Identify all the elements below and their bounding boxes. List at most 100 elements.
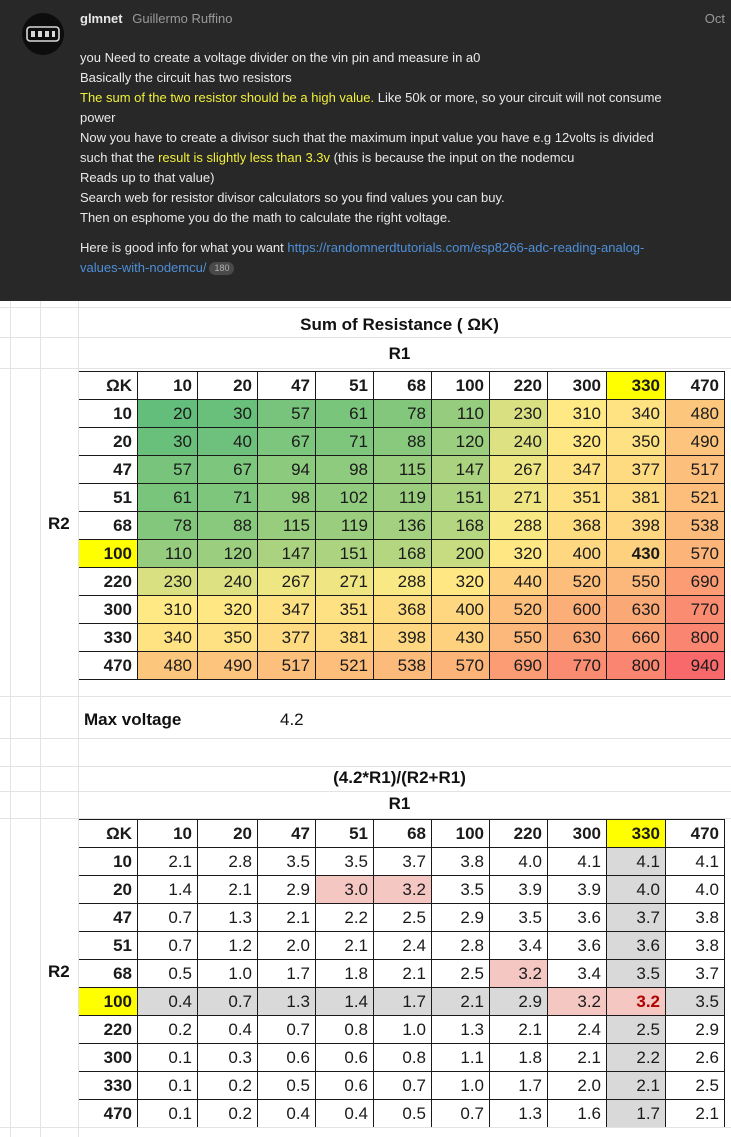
voltage-cell[interactable]: 2.4 bbox=[547, 1015, 607, 1044]
voltage-cell[interactable]: 0.8 bbox=[373, 1043, 432, 1072]
post-username[interactable]: glmnet bbox=[80, 11, 123, 26]
voltage-cell[interactable]: 4.1 bbox=[665, 847, 725, 876]
voltage-cell[interactable]: 2.1 bbox=[257, 903, 316, 932]
voltage-cell[interactable]: 0.2 bbox=[137, 1015, 198, 1044]
corner-header[interactable]: ΩK bbox=[78, 371, 138, 400]
sum-cell[interactable]: 940 bbox=[665, 651, 725, 680]
sum-cell[interactable]: 480 bbox=[665, 399, 725, 428]
voltage-cell[interactable]: 0.6 bbox=[315, 1071, 374, 1100]
voltage-cell[interactable]: 0.1 bbox=[137, 1043, 198, 1072]
sum-cell[interactable]: 430 bbox=[606, 539, 666, 568]
voltage-cell[interactable]: 2.4 bbox=[373, 931, 432, 960]
r2-header[interactable]: 20 bbox=[78, 875, 138, 904]
voltage-cell[interactable]: 1.7 bbox=[489, 1071, 548, 1100]
voltage-cell[interactable]: 1.2 bbox=[197, 931, 258, 960]
voltage-cell[interactable]: 0.5 bbox=[137, 959, 198, 988]
voltage-cell[interactable]: 0.4 bbox=[137, 987, 198, 1016]
sum-cell[interactable]: 94 bbox=[257, 455, 316, 484]
sum-cell[interactable]: 690 bbox=[665, 567, 725, 596]
voltage-cell[interactable]: 1.3 bbox=[257, 987, 316, 1016]
sum-cell[interactable]: 20 bbox=[137, 399, 198, 428]
sum-cell[interactable]: 398 bbox=[373, 623, 432, 652]
sum-cell[interactable]: 147 bbox=[431, 455, 490, 484]
tutorial-link[interactable]: https://randomnerdtutorials.com/esp8266-… bbox=[287, 240, 645, 255]
voltage-cell[interactable]: 1.8 bbox=[315, 959, 374, 988]
sum-cell[interactable]: 240 bbox=[197, 567, 258, 596]
sum-cell[interactable]: 770 bbox=[547, 651, 607, 680]
sum-cell[interactable]: 102 bbox=[315, 483, 374, 512]
r2-header[interactable]: 300 bbox=[78, 1043, 138, 1072]
sum-cell[interactable]: 347 bbox=[547, 455, 607, 484]
sum-cell[interactable]: 61 bbox=[315, 399, 374, 428]
sum-cell[interactable]: 351 bbox=[315, 595, 374, 624]
r2-header[interactable]: 10 bbox=[78, 399, 138, 428]
sum-cell[interactable]: 340 bbox=[137, 623, 198, 652]
voltage-cell[interactable]: 3.2 bbox=[606, 987, 666, 1016]
voltage-cell[interactable]: 1.8 bbox=[489, 1043, 548, 1072]
sum-cell[interactable]: 351 bbox=[547, 483, 607, 512]
r1-header[interactable]: 68 bbox=[373, 819, 432, 848]
sum-cell[interactable]: 520 bbox=[489, 595, 548, 624]
r1-header[interactable]: 330 bbox=[606, 371, 666, 400]
voltage-cell[interactable]: 4.0 bbox=[606, 875, 666, 904]
r1-header[interactable]: 330 bbox=[606, 819, 666, 848]
r2-header[interactable]: 220 bbox=[78, 567, 138, 596]
voltage-cell[interactable]: 1.6 bbox=[547, 1099, 607, 1128]
voltage-cell[interactable]: 1.0 bbox=[431, 1071, 490, 1100]
voltage-cell[interactable]: 2.9 bbox=[431, 903, 490, 932]
voltage-cell[interactable]: 2.5 bbox=[665, 1071, 725, 1100]
sum-cell[interactable]: 271 bbox=[489, 483, 548, 512]
sum-cell[interactable]: 600 bbox=[547, 595, 607, 624]
sum-cell[interactable]: 71 bbox=[315, 427, 374, 456]
voltage-cell[interactable]: 0.4 bbox=[197, 1015, 258, 1044]
sum-cell[interactable]: 168 bbox=[373, 539, 432, 568]
voltage-cell[interactable]: 3.5 bbox=[257, 847, 316, 876]
voltage-cell[interactable]: 1.4 bbox=[315, 987, 374, 1016]
voltage-cell[interactable]: 3.5 bbox=[665, 987, 725, 1016]
sum-cell[interactable]: 381 bbox=[606, 483, 666, 512]
voltage-cell[interactable]: 3.5 bbox=[315, 847, 374, 876]
r1-header[interactable]: 470 bbox=[665, 371, 725, 400]
r2-header[interactable]: 47 bbox=[78, 455, 138, 484]
sum-cell[interactable]: 267 bbox=[257, 567, 316, 596]
voltage-cell[interactable]: 0.4 bbox=[257, 1099, 316, 1128]
voltage-cell[interactable]: 3.5 bbox=[431, 875, 490, 904]
voltage-cell[interactable]: 2.1 bbox=[197, 875, 258, 904]
voltage-cell[interactable]: 2.8 bbox=[431, 931, 490, 960]
voltage-cell[interactable]: 1.3 bbox=[489, 1099, 548, 1128]
sum-cell[interactable]: 120 bbox=[431, 427, 490, 456]
r1-header[interactable]: 68 bbox=[373, 371, 432, 400]
voltage-cell[interactable]: 3.6 bbox=[547, 903, 607, 932]
sum-cell[interactable]: 310 bbox=[137, 595, 198, 624]
sum-cell[interactable]: 368 bbox=[373, 595, 432, 624]
voltage-cell[interactable]: 3.8 bbox=[431, 847, 490, 876]
r2-header[interactable]: 20 bbox=[78, 427, 138, 456]
sum-cell[interactable]: 480 bbox=[137, 651, 198, 680]
r2-header[interactable]: 330 bbox=[78, 623, 138, 652]
sum-cell[interactable]: 538 bbox=[665, 511, 725, 540]
r1-header[interactable]: 100 bbox=[431, 819, 490, 848]
sum-cell[interactable]: 67 bbox=[257, 427, 316, 456]
sum-cell[interactable]: 147 bbox=[257, 539, 316, 568]
r1-header[interactable]: 220 bbox=[489, 819, 548, 848]
sum-cell[interactable]: 517 bbox=[257, 651, 316, 680]
voltage-cell[interactable]: 1.1 bbox=[431, 1043, 490, 1072]
r1-header[interactable]: 300 bbox=[547, 371, 607, 400]
sum-cell[interactable]: 61 bbox=[137, 483, 198, 512]
voltage-cell[interactable]: 1.3 bbox=[431, 1015, 490, 1044]
voltage-cell[interactable]: 0.7 bbox=[137, 903, 198, 932]
post-date[interactable]: Oct bbox=[704, 11, 725, 26]
sum-cell[interactable]: 119 bbox=[315, 511, 374, 540]
voltage-cell[interactable]: 1.4 bbox=[137, 875, 198, 904]
sum-cell[interactable]: 570 bbox=[665, 539, 725, 568]
voltage-cell[interactable]: 0.1 bbox=[137, 1071, 198, 1100]
sum-cell[interactable]: 230 bbox=[137, 567, 198, 596]
voltage-cell[interactable]: 0.3 bbox=[197, 1043, 258, 1072]
voltage-cell[interactable]: 2.9 bbox=[489, 987, 548, 1016]
voltage-cell[interactable]: 2.1 bbox=[547, 1043, 607, 1072]
tutorial-link-cont[interactable]: values-with-nodemcu/ bbox=[80, 260, 207, 275]
r1-header[interactable]: 20 bbox=[197, 819, 258, 848]
voltage-cell[interactable]: 0.2 bbox=[197, 1071, 258, 1100]
sum-cell[interactable]: 517 bbox=[665, 455, 725, 484]
voltage-cell[interactable]: 3.2 bbox=[373, 875, 432, 904]
